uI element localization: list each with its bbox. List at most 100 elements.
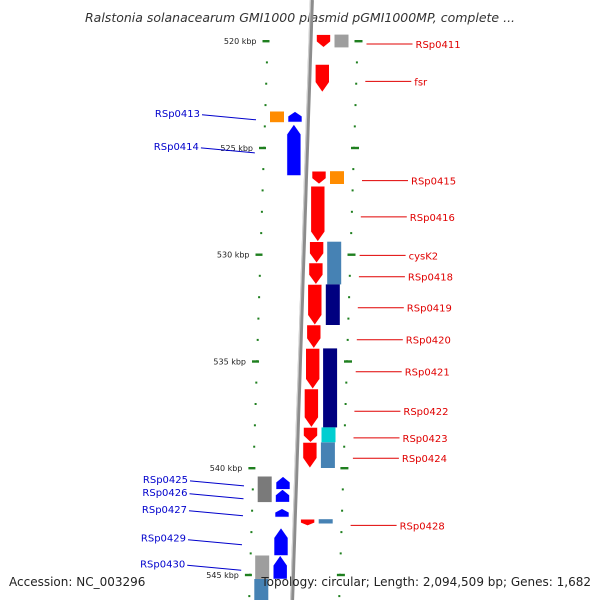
gene-leader-line [200, 147, 255, 154]
gene-arrow-forward [308, 262, 324, 285]
gene-arrow-forward [302, 442, 318, 469]
feature-block [334, 34, 349, 48]
guide-dot-right [341, 488, 344, 491]
guide-dot-right [348, 274, 351, 277]
scale-tick-label: 530 kbp [217, 251, 250, 260]
scale-tick-right [354, 40, 363, 43]
guide-dot-left [249, 552, 252, 555]
scale-tick-right [340, 467, 349, 470]
gene-label: RSp0424 [402, 454, 447, 465]
scale-tick-label: 535 kbp [213, 357, 246, 366]
gene-label: RSp0415 [411, 177, 456, 188]
gene-arrow-forward [316, 34, 331, 48]
guide-dot-left [248, 595, 251, 598]
guide-dot-left [258, 274, 261, 277]
guide-dot-right [339, 552, 342, 555]
gene-leader-line [188, 510, 244, 517]
gene-label: RSp0427 [142, 505, 187, 516]
gene-arrow-reverse [272, 554, 288, 580]
gene-label: RSp0423 [403, 434, 448, 445]
feature-block [257, 476, 272, 503]
scale-tick-right [351, 146, 359, 150]
gene-arrow-forward [303, 427, 318, 443]
gene-arrow-reverse [286, 123, 302, 176]
gene-arrow-reverse [274, 508, 290, 518]
gene-arrow-reverse [275, 489, 290, 503]
scale-tick-label: 545 kbp [206, 571, 239, 580]
guide-dot-left [253, 424, 256, 427]
guide-dot-left [260, 210, 263, 213]
gene-arrow-forward [305, 348, 321, 390]
guide-dot-right [340, 531, 343, 534]
feature-block [255, 555, 270, 579]
guide-dot-right [341, 509, 344, 512]
guide-dot-right [355, 82, 358, 85]
gene-arrow-forward [306, 324, 322, 349]
map-title: Ralstonia solanacearum GMI1000 plasmid p… [84, 10, 516, 25]
gene-label: RSp0421 [405, 368, 450, 379]
guide-dot-right [344, 403, 347, 405]
guide-dot-left [260, 232, 263, 235]
guide-dot-left [258, 296, 261, 299]
feature-block [270, 111, 284, 123]
gene-arrow-forward [311, 170, 327, 185]
guide-dot-right [346, 338, 349, 341]
guide-dot-right [352, 168, 355, 171]
scale-tick [252, 360, 259, 363]
guide-dot-left [255, 381, 258, 384]
gene-leader-line [189, 480, 245, 487]
guide-dot-right [350, 232, 353, 235]
accession-label: Accession: NC_003296 [9, 575, 146, 589]
guide-dot-left [253, 445, 256, 448]
gene-label: RSp0413 [155, 109, 200, 120]
guide-dot-left [250, 531, 253, 534]
gene-label: RSp0425 [143, 475, 188, 486]
scale-tick-right [344, 360, 352, 363]
guide-dot-left [265, 61, 268, 64]
gene-arrow-reverse [275, 476, 291, 490]
guide-dot-right [353, 125, 356, 128]
scale-tick-label: 520 kbp [224, 37, 257, 46]
gene-arrow-reverse [287, 111, 303, 123]
gene-label: RSp0419 [407, 304, 452, 315]
feature-block [318, 519, 333, 524]
gene-label: RSp0418 [408, 273, 453, 284]
guide-dot-left [254, 403, 257, 405]
guide-dot-left [265, 82, 268, 85]
scale-tick [248, 467, 256, 470]
gene-leader-line [187, 564, 242, 571]
guide-dot-left [257, 317, 260, 320]
feature-block [323, 348, 338, 428]
gene-label: RSp0422 [403, 407, 448, 418]
gene-leader-line [187, 539, 243, 546]
gene-label: RSp0414 [154, 142, 199, 153]
genome-backbone [290, 0, 314, 600]
gene-label: RSp0430 [140, 559, 185, 570]
guide-dot-left [251, 509, 254, 512]
feature-block [325, 284, 340, 325]
guide-dot-right [355, 61, 358, 64]
gene-label: RSp0411 [416, 40, 461, 51]
gene-label: fsr [414, 77, 428, 88]
scale-tick-right [347, 253, 356, 256]
gene-arrow-forward [300, 518, 315, 526]
guide-dot-right [351, 189, 354, 192]
gene-label: RSp0420 [406, 336, 451, 347]
feature-block [321, 427, 336, 443]
gene-label: RSp0429 [141, 534, 186, 545]
gene-arrow-forward [314, 64, 330, 93]
guide-dot-right [345, 381, 348, 384]
guide-dot-left [256, 338, 259, 341]
gene-leader-line [201, 114, 257, 121]
guide-dot-left [264, 104, 267, 107]
guide-dot-left [262, 168, 265, 171]
feature-block [327, 241, 342, 285]
gene-label: RSp0416 [410, 213, 455, 224]
gene-arrow-forward [304, 388, 319, 428]
gene-arrow-forward [309, 241, 324, 264]
scale-tick-label: 525 kbp [220, 144, 253, 153]
gene-label: cysK2 [409, 251, 439, 262]
guide-dot-left [263, 125, 266, 128]
guide-dot-right [350, 210, 353, 213]
